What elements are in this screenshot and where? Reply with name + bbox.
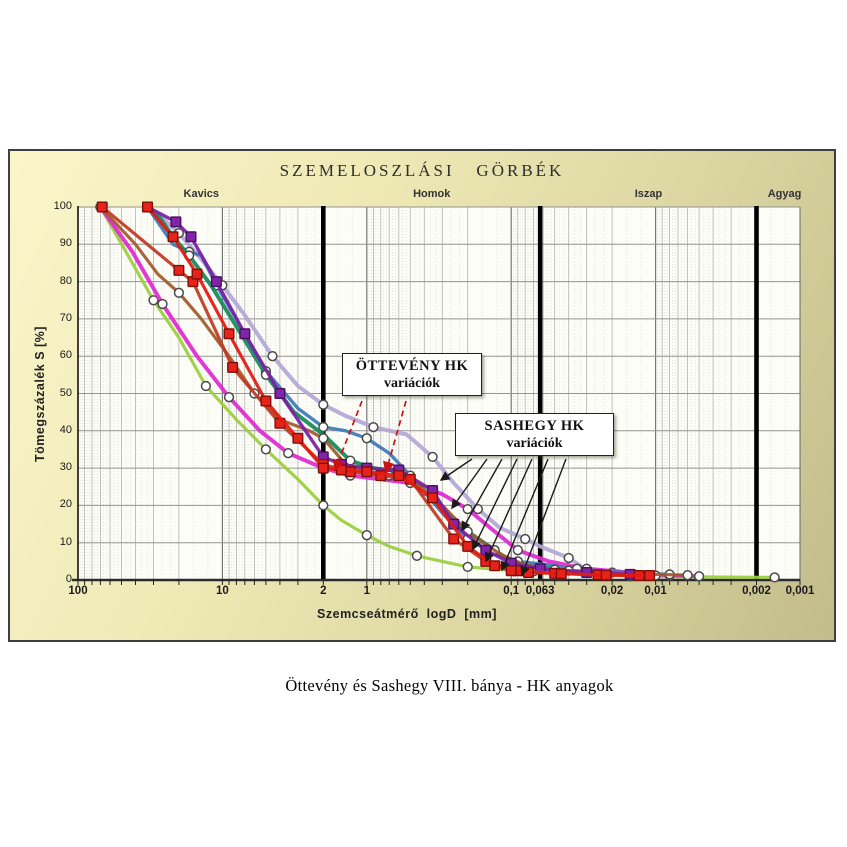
x-tick-label: 0,002 bbox=[742, 585, 771, 597]
annotation-sashegy-subtitle: variációk bbox=[506, 436, 563, 452]
y-tick-label: 10 bbox=[59, 535, 72, 548]
x-tick-label: 0,02 bbox=[600, 585, 624, 597]
y-axis-title: Tömegszázalék S [%] bbox=[33, 326, 47, 462]
y-tick-label: 70 bbox=[59, 311, 72, 324]
y-tick-label: 0 bbox=[65, 573, 72, 585]
chart-panel: SZEMELOSZLÁSI GÖRBÉK Kavics Homok Iszap Agy… bbox=[10, 151, 834, 640]
x-tick-label: 0,063 bbox=[525, 585, 555, 597]
annotation-sashegy-title: SASHEGY HK bbox=[484, 418, 585, 434]
x-tick-label: 0,1 bbox=[503, 585, 520, 597]
x-tick-label: 10 bbox=[215, 585, 229, 597]
annotation-otteveny-title: ÖTTEVÉNY HK bbox=[355, 358, 469, 374]
y-tick-label: 100 bbox=[53, 200, 72, 212]
zone-label-agyag: Agyag bbox=[767, 188, 802, 200]
y-tick-label: 60 bbox=[59, 349, 72, 362]
x-tick-label: 1 bbox=[363, 585, 370, 597]
annotation-otteveny-subtitle: variációk bbox=[384, 376, 440, 392]
zone-label-iszap: Iszap bbox=[634, 188, 663, 200]
y-tick-label: 90 bbox=[59, 237, 72, 250]
y-tick-label: 20 bbox=[59, 498, 72, 511]
y-tick-label: 40 bbox=[59, 423, 72, 436]
grain-size-distribution-chart bbox=[72, 201, 801, 585]
x-tick-label: 100 bbox=[68, 585, 88, 597]
annotation-box-otteveny: ÖTTEVÉNY HK variációk bbox=[342, 353, 482, 396]
y-tick-label: 50 bbox=[59, 386, 72, 399]
zone-label-kavics: Kavics bbox=[183, 188, 220, 200]
x-tick-label: 0,001 bbox=[785, 585, 815, 597]
annotation-box-sashegy: SASHEGY HK variációk bbox=[455, 413, 614, 456]
chart-title: SZEMELOSZLÁSI GÖRBÉK bbox=[279, 161, 565, 180]
figure-caption: Öttevény és Sashegy VIII. bánya - HK any… bbox=[285, 676, 614, 695]
x-tick-label: 2 bbox=[320, 585, 327, 597]
x-axis-title: Szemcseátmérő logD [mm] bbox=[317, 607, 497, 621]
zone-label-homok: Homok bbox=[413, 188, 451, 200]
y-tick-label: 30 bbox=[59, 461, 72, 474]
x-tick-label: 0,01 bbox=[644, 585, 667, 597]
y-tick-label: 80 bbox=[59, 274, 72, 287]
